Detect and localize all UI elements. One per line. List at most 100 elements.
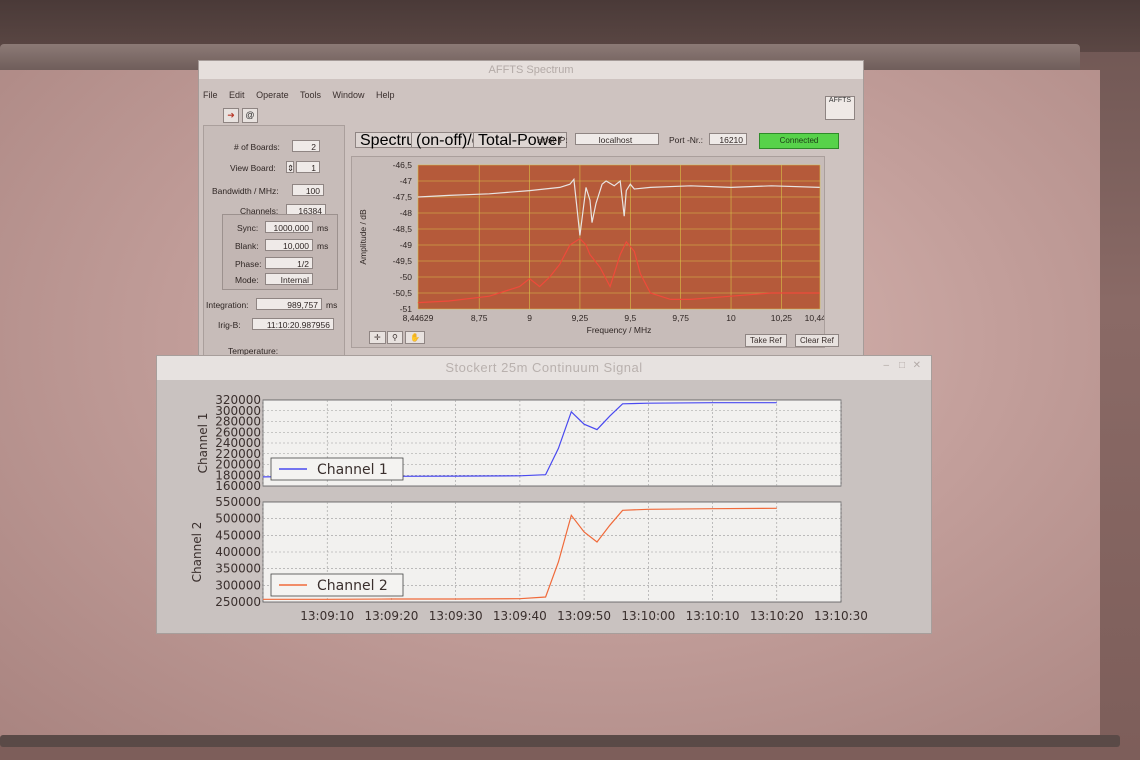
- pan-tool-icon[interactable]: ✋: [405, 331, 425, 344]
- connection-status: Connected: [759, 133, 839, 149]
- x-tick-label: 10: [726, 313, 736, 323]
- x-tick-label: 13:09:20: [364, 609, 418, 623]
- blank-field[interactable]: 10,000: [265, 239, 313, 251]
- x-tick-label: 8,44629: [403, 313, 434, 323]
- legend-box: [270, 573, 404, 597]
- y-tick-label: -50: [400, 272, 413, 282]
- timing-group: Sync: 1000,000 ms Blank: 10,000 ms Phase…: [222, 214, 338, 290]
- y-tick-label: 450000: [215, 528, 261, 542]
- y-tick-label: -50,5: [393, 288, 413, 298]
- run-continuous-icon[interactable]: @: [242, 108, 258, 123]
- menu-tools[interactable]: Tools: [299, 90, 321, 100]
- minimize-icon[interactable]: –: [883, 360, 889, 371]
- y-tick-label: 280000: [215, 415, 261, 429]
- x-tick-label: 9,75: [672, 313, 689, 323]
- continuum-charts: 3200003000002800002600002400002200002000…: [190, 393, 868, 623]
- host-ip-label: Host-IP:: [537, 135, 568, 145]
- port-label: Port -Nr.:: [669, 135, 704, 145]
- x-tick-label: 13:10:00: [621, 609, 675, 623]
- menu-help[interactable]: Help: [376, 90, 395, 100]
- irig-label: Irig-B:: [218, 320, 241, 330]
- blank-unit: ms: [317, 241, 329, 251]
- run-arrow-icon[interactable]: ➜: [223, 108, 239, 123]
- y-tick-label: 250000: [215, 595, 261, 609]
- y-tick-label: -51: [400, 304, 413, 314]
- spectrum-plot-frame: 8,44629 8,75 9 9,25 9,5 9,75 10 10,25 10,4416 -46…: [351, 156, 825, 348]
- view-board-label: View Board:: [230, 163, 276, 173]
- sync-unit: ms: [317, 223, 329, 233]
- y-tick-label: 160000: [215, 479, 261, 493]
- host-ip-field[interactable]: localhost: [575, 133, 659, 145]
- x-tick-label: 13:10:20: [750, 609, 804, 623]
- y-tick-label: 180000: [215, 468, 261, 482]
- boards-field[interactable]: 2: [292, 140, 320, 152]
- phase-label: Phase:: [235, 259, 262, 269]
- channels-label: Channels:: [240, 206, 279, 216]
- y-tick-label: 400000: [215, 545, 261, 559]
- view-board-stepper[interactable]: ⇕: [286, 161, 295, 173]
- x-axis-label: Frequency / MHz: [587, 325, 652, 335]
- maximize-icon[interactable]: □: [898, 360, 905, 371]
- mode-field[interactable]: Internal: [265, 273, 313, 285]
- off-source-trace: [417, 237, 820, 304]
- y-tick-label: 350000: [215, 562, 261, 576]
- bandwidth-field[interactable]: 100: [292, 184, 324, 196]
- x-tick-label: 13:09:50: [557, 609, 611, 623]
- take-ref-button[interactable]: Take Ref: [745, 334, 787, 347]
- x-tick-label: 9: [527, 313, 532, 323]
- y-tick-label: -47: [400, 176, 413, 186]
- spectrum-window: AFFTS Spectrum File Edit Operate Tools W…: [198, 60, 864, 360]
- y-tick-label: -49: [400, 240, 413, 250]
- affts-logo: AFFTS: [825, 96, 855, 120]
- x-tick-label: 10,25: [771, 313, 793, 323]
- menu-window[interactable]: Window: [332, 90, 365, 100]
- continuum-window: Stockert 25m Continuum Signal – □ ✕ 3200…: [156, 355, 932, 634]
- x-tick-label: 13:09:30: [429, 609, 483, 623]
- x-tick-label: 9,5: [624, 313, 636, 323]
- close-icon[interactable]: ✕: [912, 360, 921, 371]
- channel-2-line: [263, 507, 777, 600]
- y-tick-label: 240000: [215, 436, 261, 450]
- integration-unit: ms: [326, 300, 338, 310]
- menu-file[interactable]: File: [203, 90, 218, 100]
- x-tick-label: 10,4416: [805, 313, 824, 323]
- clear-ref-button[interactable]: Clear Ref: [795, 334, 839, 347]
- y-tick-label: 220000: [215, 447, 261, 461]
- menu-edit[interactable]: Edit: [229, 90, 245, 100]
- integration-field[interactable]: 989,757: [256, 298, 322, 310]
- y-tick-label: 500000: [215, 512, 261, 526]
- view-board-field[interactable]: 1: [296, 161, 320, 173]
- boards-label: # of Boards:: [234, 142, 280, 152]
- y-tick-label: 260000: [215, 425, 261, 439]
- integration-label: Integration:: [206, 300, 249, 310]
- y-tick-label: 550000: [215, 495, 261, 509]
- bandwidth-label: Bandwidth / MHz:: [212, 186, 279, 196]
- magnify-tool-icon[interactable]: ⚲: [387, 331, 403, 344]
- y-tick-label: -46,5: [393, 160, 413, 170]
- x-tick-label: 13:10:30: [814, 609, 868, 623]
- wall: [0, 0, 1140, 52]
- temperature-label: Temperature:: [228, 346, 279, 356]
- x-tick-label: 9,25: [572, 313, 589, 323]
- y-tick-label: -47,5: [393, 192, 413, 202]
- x-tick-label: 8,75: [471, 313, 488, 323]
- x-tick-label: 13:09:10: [300, 609, 354, 623]
- y-tick-label: 200000: [215, 458, 261, 472]
- legend-label: Channel 1: [317, 462, 388, 478]
- tab-total-power[interactable]: Total-Power: [473, 132, 568, 149]
- screen-bottom-bar: [0, 735, 1120, 747]
- x-tick-label: 13:10:10: [686, 609, 740, 623]
- y-axis-label: Channel 2: [190, 522, 204, 583]
- sync-field[interactable]: 1000,000: [265, 221, 313, 233]
- y-tick-label: -49,5: [393, 256, 413, 266]
- irig-field[interactable]: 11:10:20.987956: [252, 318, 334, 330]
- mode-label: Mode:: [235, 275, 259, 285]
- port-field[interactable]: 16210: [709, 133, 747, 145]
- on-source-trace: [417, 177, 820, 236]
- zoom-tool-icon[interactable]: ✛: [369, 331, 386, 344]
- phase-field[interactable]: 1/2: [265, 257, 313, 269]
- sync-label: Sync:: [237, 223, 259, 233]
- y-tick-label: 300000: [215, 404, 261, 418]
- menu-operate[interactable]: Operate: [256, 90, 289, 100]
- continuum-window-title: Stockert 25m Continuum Signal: [157, 356, 931, 380]
